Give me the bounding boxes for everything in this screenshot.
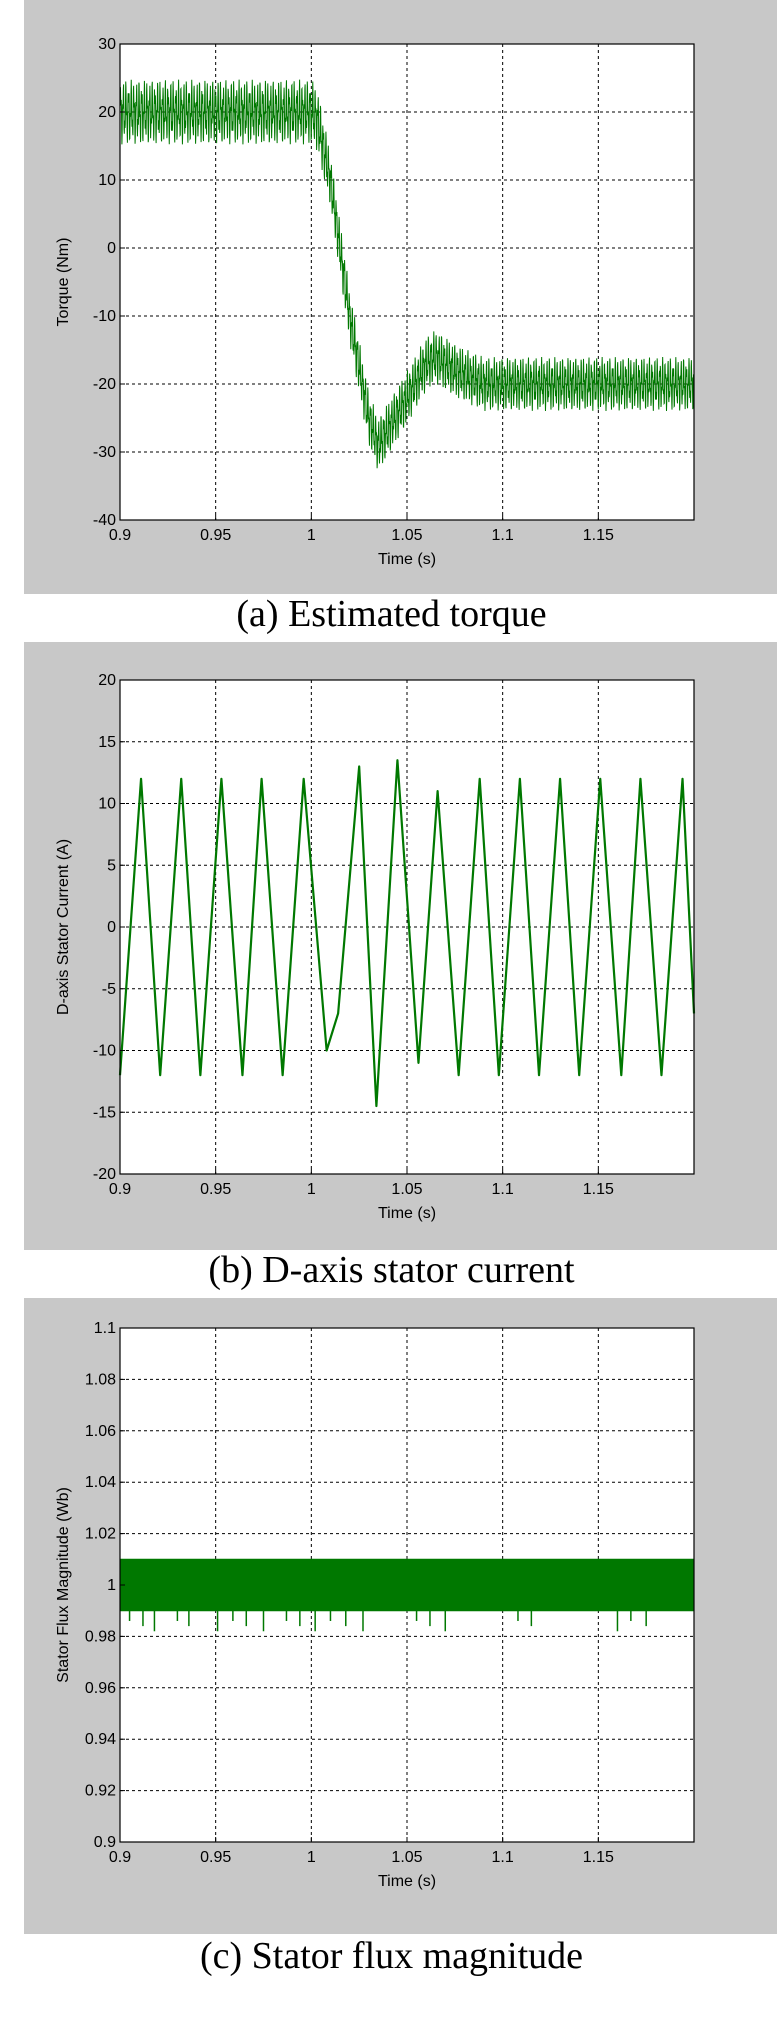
x-tick-label: 1.15 [583,527,614,544]
x-tick-label: 1.1 [492,1849,514,1866]
y-tick-label: 15 [98,734,116,751]
x-tick-label: 1.05 [391,527,422,544]
y-axis-label: Torque (Nm) [55,238,72,327]
d-axis-current-chart: 0.9 0.95 1 1.05 1.1 1.15 -20 -15 -10 -5 0 5 10 15 20 Ti… [55,672,696,1222]
y-tick-label: 10 [98,172,116,189]
y-tick-label: -30 [93,444,116,461]
y-tick-label: 10 [98,796,116,813]
y-tick-label: -40 [93,512,116,529]
x-tick-label: 1 [307,527,316,544]
y-tick-label: -10 [93,308,116,325]
y-tick-label: 0.9 [94,1834,116,1851]
y-tick-label: 20 [98,672,116,689]
x-tick-label: 0.95 [200,527,231,544]
y-axis-label: D-axis Stator Current (A) [55,839,72,1015]
x-tick-label: 1.1 [492,527,514,544]
x-tick-label: 0.9 [109,527,131,544]
y-tick-label: 0 [107,240,116,257]
y-tick-label: 0.96 [85,1680,116,1697]
y-tick-label: 1.04 [85,1474,116,1491]
x-tick-label: 1.05 [391,1181,422,1198]
y-tick-label: -5 [102,981,116,998]
caption-d-axis-current: (b) D-axis stator current [208,1249,575,1291]
y-tick-label: 1.08 [85,1371,116,1388]
y-tick-label: 0 [107,919,116,936]
y-tick-label: -20 [93,376,116,393]
x-tick-label: 0.95 [200,1181,231,1198]
x-tick-label: 0.95 [200,1849,231,1866]
chart-panel-stator-flux: 0.9 0.95 1 1.05 1.1 1.15 0.9 0.92 0.94 0.96 0.98 1 1… [24,1298,777,1934]
x-axis-label: Time (s) [378,1205,436,1222]
y-tick-label: 1.02 [85,1526,116,1543]
y-tick-label: 0.92 [85,1783,116,1800]
y-tick-label: 1.1 [94,1320,116,1337]
torque-chart: 0.9 0.95 1 1.05 1.1 1.15 -40 -30 -20 -10 0 10 20 30 Ti… [55,36,695,568]
x-axis-label: Time (s) [378,1873,436,1890]
series-line [119,79,695,469]
y-tick-label: 20 [98,104,116,121]
chart-panel-d-axis-current: 0.9 0.95 1 1.05 1.1 1.15 -20 -15 -10 -5 0 5 10 15 20 Ti… [24,642,777,1250]
series-band [119,1558,695,1612]
y-tick-label: 0.94 [85,1731,116,1748]
y-tick-label: 5 [107,857,116,874]
caption-stator-flux: (c) Stator flux magnitude [199,1935,584,1977]
x-tick-label: 1.1 [492,1181,514,1198]
x-tick-label: 0.9 [109,1849,131,1866]
y-tick-label: 0.98 [85,1628,116,1645]
x-tick-label: 1.15 [583,1849,614,1866]
x-axis-label: Time (s) [378,551,436,568]
x-tick-label: 1.15 [583,1181,614,1198]
caption-torque: (a) Estimated torque [236,593,547,635]
series-line [118,759,696,1108]
x-tick-label: 1 [307,1181,316,1198]
x-tick-label: 0.9 [109,1181,131,1198]
x-tick-label: 1.05 [391,1849,422,1866]
chart-panel-torque: 0.9 0.95 1 1.05 1.1 1.15 -40 -30 -20 -10 0 10 20 30 Ti… [24,0,777,594]
y-tick-label: 1.06 [85,1423,116,1440]
y-tick-label: -10 [93,1043,116,1060]
stator-flux-chart: 0.9 0.95 1 1.05 1.1 1.15 0.9 0.92 0.94 0.96 0.98 1 1… [55,1320,695,1890]
y-tick-label: 30 [98,36,116,53]
y-axis-label: Stator Flux Magnitude (Wb) [55,1487,72,1683]
y-tick-label: 1 [107,1577,116,1594]
y-tick-label: -20 [93,1166,116,1183]
x-tick-label: 1 [307,1849,316,1866]
y-tick-label: -15 [93,1104,116,1121]
